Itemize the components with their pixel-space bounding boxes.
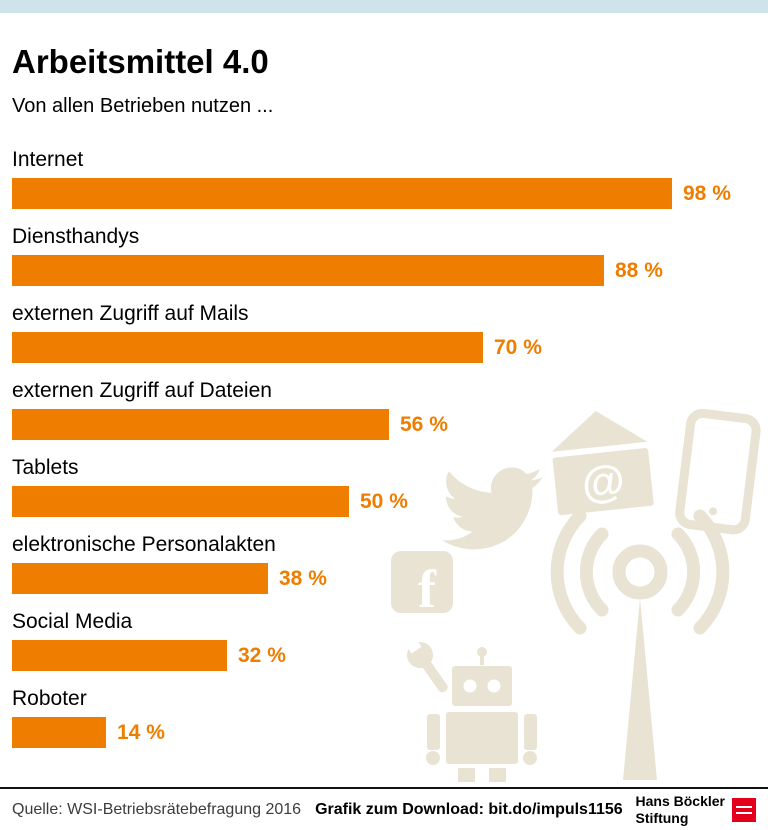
bar-category-label: elektronische Personalakten (12, 533, 276, 556)
bar-value-label: 98 % (683, 181, 731, 205)
bar-row: 56 % (12, 409, 756, 440)
bar-category-label: Internet (12, 148, 84, 171)
bar-value-label: 56 % (400, 412, 448, 436)
brand-name: Hans Böckler Stiftung (636, 793, 725, 825)
bar (12, 332, 483, 363)
bar-category-label: Diensthandys (12, 225, 140, 248)
bar (12, 486, 349, 517)
source-text: Quelle: WSI-Betriebsrätebefragung 2016 (12, 800, 302, 818)
bar-group: externen Zugriff auf Dateien 56 % (12, 379, 756, 440)
bar-value-label: 38 % (279, 566, 327, 590)
email-at-icon: @ (551, 410, 654, 516)
top-strip (0, 0, 768, 13)
bar-row: 38 % (12, 563, 756, 594)
page-title: Arbeitsmittel 4.0 (12, 43, 269, 80)
bar-value-label: 50 % (360, 489, 408, 513)
bar-group: Internet 98 % (12, 148, 756, 209)
bar (12, 178, 672, 209)
bar-row: 88 % (12, 255, 756, 286)
bar-row: 98 % (12, 178, 756, 209)
bar-value-label: 88 % (615, 258, 663, 282)
bar-value-label: 32 % (238, 643, 286, 667)
svg-text:f: f (418, 559, 437, 619)
antenna-icon (550, 509, 730, 780)
bar-value-label: 14 % (117, 720, 165, 744)
bar-category-label: Social Media (12, 610, 133, 633)
brand: Hans Böckler Stiftung (636, 793, 756, 826)
bar-chart: Internet 98 % Diensthandys 88 % externen… (12, 148, 756, 748)
hans-boeckler-stiftung-logo-icon (732, 797, 756, 822)
robot-icon (426, 647, 537, 782)
bar-row: 32 % (12, 640, 756, 671)
bar-category-label: externen Zugriff auf Dateien (12, 379, 272, 402)
wrench-icon (404, 635, 448, 693)
bar-group: externen Zugriff auf Mails 70 % (12, 302, 756, 363)
bar-row: 50 % (12, 486, 756, 517)
bar-group: elektronische Personalakten 38 % (12, 533, 756, 594)
bar-category-label: Tablets (12, 456, 79, 479)
bar-group: Tablets 50 % (12, 456, 756, 517)
bar-group: Roboter 14 % (12, 687, 756, 748)
bar (12, 255, 604, 286)
infographic-content: Arbeitsmittel 4.0 Von allen Betrieben nu… (0, 43, 768, 748)
bar-group: Diensthandys 88 % (12, 225, 756, 286)
bar (12, 563, 268, 594)
bar (12, 717, 106, 748)
bar-row: 14 % (12, 717, 756, 748)
svg-text:@: @ (579, 455, 627, 508)
chart-subtitle: Von allen Betrieben nutzen ... (12, 95, 274, 117)
bar-category-label: externen Zugriff auf Mails (12, 302, 249, 325)
facebook-icon: f (391, 551, 453, 619)
bar-value-label: 70 % (494, 335, 542, 359)
twitter-icon (442, 467, 543, 550)
bar (12, 640, 227, 671)
download-link-text: Grafik zum Download: bit.do/impuls1156 (315, 800, 623, 818)
bar-category-label: Roboter (12, 687, 87, 710)
brand-line2: Stiftung (635, 809, 689, 826)
bar (12, 409, 389, 440)
footer: Quelle: WSI-Betriebsrätebefragung 2016 G… (0, 787, 768, 830)
brand-line1: Hans Böckler (635, 793, 725, 810)
bar-group: Social Media 32 % (12, 610, 756, 671)
bar-row: 70 % (12, 332, 756, 363)
